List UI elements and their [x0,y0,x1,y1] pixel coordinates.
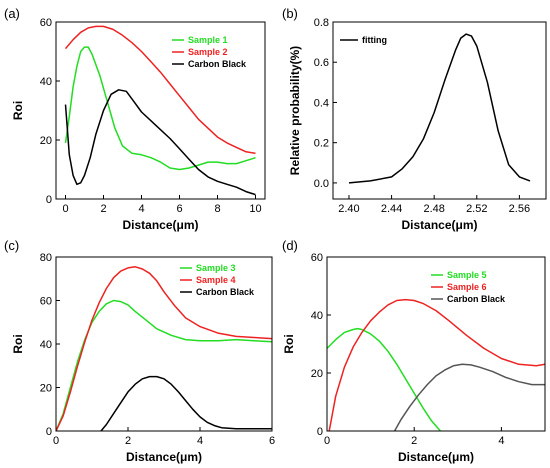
series-line-1 [56,299,272,431]
legend-label: Sample 1 [188,35,228,45]
x-axis-title: Distance(μm) [122,218,198,232]
panel-label: (c) [4,238,19,253]
y-tick-label: 40 [311,310,323,322]
plot-frame [332,21,547,200]
x-tick-label: 10 [249,203,261,215]
x-tick-label: 2.40 [338,203,359,215]
y-tick-label: 20 [311,368,323,380]
x-tick-label: 4 [138,203,144,215]
y-axis-title: Roi [282,334,296,353]
legend-label: Carbon Black [196,287,255,297]
chart-panel-2: (b) 2.40 2.44 2.48 2.52 2.56 0.0 0.2 0.4 0.6 0.8 Di… [282,6,547,232]
series-line-3 [393,363,545,431]
x-tick-label: 2.44 [381,203,402,215]
y-tick-label: 0.8 [314,17,329,29]
legend-label: Sample 6 [447,282,487,292]
y-tick-label: 0.4 [314,97,329,109]
panel-label: (a) [4,6,20,21]
legend-label: Sample 2 [188,47,228,57]
legend-label: Sample 3 [196,263,236,273]
series-line-1 [327,327,441,431]
plot-frame [55,21,266,200]
x-tick-label: 2 [411,435,417,447]
y-tick-label: 0 [317,426,323,438]
x-tick-label: 0 [62,203,68,215]
legend-label: Sample 4 [196,275,236,285]
series-line-1 [348,33,531,184]
legend-label: Sample 5 [447,270,487,280]
x-tick-label: 4 [498,435,504,447]
series-line-3 [64,89,256,196]
x-tick-label: 0 [324,435,330,447]
series-line-2 [56,266,272,431]
x-axis-title: Distance(μm) [126,450,202,464]
y-axis-title: Relative probability(%) [288,46,302,175]
y-tick-label: 20 [40,383,52,395]
x-tick-label: 2.52 [466,203,487,215]
y-axis-title: Roi [11,334,25,353]
x-tick-label: 2.56 [509,203,530,215]
series-line-1 [64,46,256,171]
chart-panel-1: (a) 0 2 4 6 8 10 0 20 40 60 Distance(μm) Roi Sample 1… [4,6,266,232]
panel-label: (d) [282,238,298,253]
legend-label: fitting [362,35,387,45]
plot-frame [55,256,273,432]
x-tick-label: 8 [214,203,220,215]
y-axis-title: Roi [11,101,25,120]
series-line-3 [100,375,272,431]
y-tick-label: 0 [46,426,52,438]
x-tick-label: 2 [100,203,106,215]
x-tick-label: 2 [125,435,131,447]
legend-label: Carbon Black [188,59,247,69]
x-tick-label: 4 [197,435,203,447]
y-tick-label: 60 [40,17,52,29]
plot-frame [326,256,546,432]
y-tick-label: 0.6 [314,57,329,69]
y-tick-label: 0 [46,194,52,206]
y-tick-label: 40 [40,339,52,351]
legend-label: Carbon Black [447,294,506,304]
x-tick-label: 6 [269,435,275,447]
y-tick-label: 60 [311,252,323,264]
panel-label: (b) [282,6,298,21]
x-tick-label: 0 [53,435,59,447]
y-tick-label: 40 [40,76,52,88]
y-tick-label: 20 [40,135,52,147]
y-tick-label: 60 [40,296,52,308]
y-tick-label: 80 [40,252,52,264]
series-line-2 [328,298,545,431]
series-line-2 [64,25,256,155]
y-tick-label: 0.0 [314,178,329,190]
y-tick-label: 0.2 [314,138,329,150]
x-axis-title: Distance(μm) [398,450,474,464]
x-tick-label: 2.48 [423,203,444,215]
x-tick-label: 6 [176,203,182,215]
x-axis-title: Distance(μm) [401,218,477,232]
